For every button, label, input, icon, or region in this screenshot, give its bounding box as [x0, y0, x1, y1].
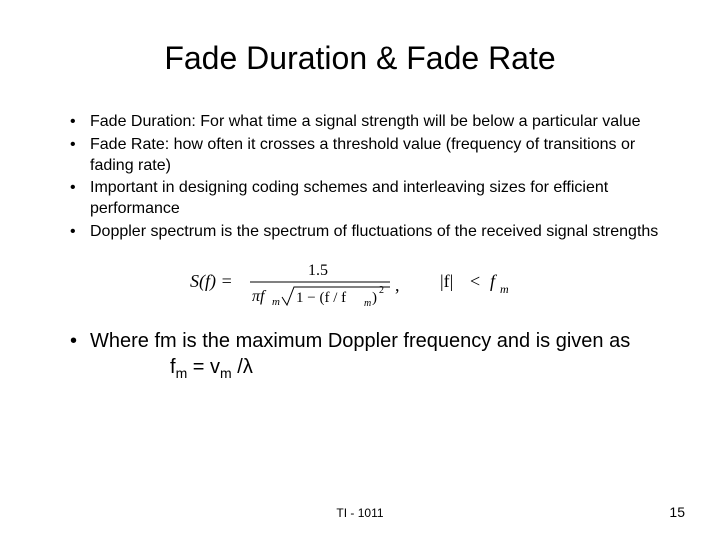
- footer-label: TI - 1011: [336, 506, 383, 520]
- formula-radicand-prefix: 1 − (f / f: [296, 290, 346, 306]
- formula-radicand-sub: m: [364, 298, 371, 309]
- formula-equation: S(f) = 1.5 πf m 1 − (f / f m ) 2 , |f| <…: [50, 255, 670, 310]
- bullet-item: Fade Rate: how often it crosses a thresh…: [70, 135, 670, 177]
- formula-numerator: 1.5: [308, 262, 328, 279]
- bullet-item: Fade Duration: For what time a signal st…: [70, 112, 670, 133]
- page-number: 15: [669, 504, 685, 520]
- formula-denom-prefix: πf: [252, 288, 267, 305]
- doppler-spectrum-formula: S(f) = 1.5 πf m 1 − (f / f m ) 2 , |f| <…: [190, 255, 530, 310]
- formula-lt: <: [470, 271, 480, 291]
- formula-fm: f: [490, 271, 498, 291]
- formula-comma: ,: [395, 275, 400, 295]
- bullet-item: Doppler spectrum is the spectrum of fluc…: [70, 222, 670, 243]
- lower-bullet-formula: fm = vm /λ: [170, 356, 253, 378]
- bullet-item: Important in designing coding schemes an…: [70, 178, 670, 220]
- formula-absf: |f|: [440, 271, 453, 291]
- bullet-list-upper: Fade Duration: For what time a signal st…: [50, 112, 670, 243]
- fm-eq-v: = v: [187, 356, 220, 378]
- formula-lhs: S(f) =: [190, 271, 233, 292]
- fm-lambda: /λ: [232, 356, 253, 378]
- fm-sub-m: m: [176, 365, 188, 381]
- formula-fm-sub: m: [500, 282, 509, 296]
- formula-radicand-suffix: ): [372, 290, 377, 306]
- slide-title: Fade Duration & Fade Rate: [50, 40, 670, 77]
- bullet-item-lower: Where fm is the maximum Doppler frequenc…: [70, 328, 670, 382]
- formula-denom-sub: m: [272, 296, 280, 308]
- lower-bullet-text: Where fm is the maximum Doppler frequenc…: [90, 330, 630, 352]
- bullet-list-lower: Where fm is the maximum Doppler frequenc…: [50, 328, 670, 382]
- vm-sub-m: m: [220, 365, 232, 381]
- formula-exponent: 2: [379, 285, 384, 296]
